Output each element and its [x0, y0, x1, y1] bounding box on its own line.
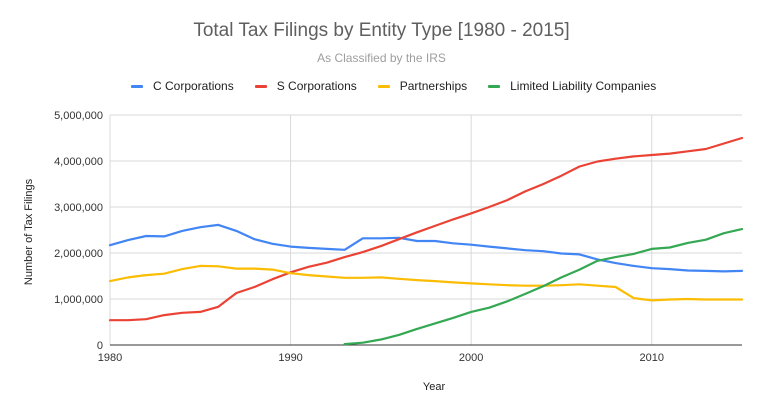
- legend-label: Limited Liability Companies: [510, 79, 657, 93]
- y-tick-label: 0: [97, 340, 103, 352]
- legend-item-s-corporations[interactable]: S Corporations: [254, 79, 357, 93]
- x-tick-label: 1990: [278, 352, 302, 364]
- legend-swatch: [377, 84, 390, 88]
- x-axis-title: Year: [423, 381, 446, 393]
- series-lines: [108, 136, 744, 346]
- y-tick-label: 3,000,000: [54, 202, 103, 214]
- y-tick-label: 2,000,000: [54, 248, 103, 260]
- y-tick-label: 5,000,000: [54, 110, 103, 122]
- legend-item-partnerships[interactable]: Partnerships: [377, 79, 468, 93]
- x-axis-ticks: 1980 1990 2000 2010: [98, 352, 664, 364]
- legend-label: C Corporations: [153, 79, 234, 93]
- legend-label: S Corporations: [276, 79, 357, 93]
- y-tick-label: 4,000,000: [54, 156, 103, 168]
- chart-subtitle: As Classified by the IRS: [317, 51, 446, 65]
- legend-swatch: [131, 84, 143, 88]
- series-line-limited-liability-companies[interactable]: [343, 228, 744, 346]
- y-axis-ticks: 0 1,000,000 2,000,000 3,000,000 4,000,000 5,0…: [54, 110, 103, 352]
- legend: C Corporations S Corporations Partnershi…: [131, 79, 677, 93]
- series-line-s-corporations[interactable]: [108, 136, 744, 322]
- x-tick-label: 2000: [459, 352, 483, 364]
- series-line-partnerships[interactable]: [108, 264, 744, 302]
- legend-label: Partnerships: [399, 79, 468, 93]
- chart-title: Total Tax Filings by Entity Type [1980 -…: [193, 20, 570, 41]
- y-tick-label: 1,000,000: [54, 294, 103, 306]
- y-axis-title: Number of Tax Filings: [23, 178, 35, 285]
- x-tick-label: 1980: [98, 352, 122, 364]
- legend-item-c-corporations[interactable]: C Corporations: [131, 79, 234, 93]
- legend-item-llc[interactable]: Limited Liability Companies: [488, 79, 656, 93]
- legend-swatch: [254, 84, 267, 88]
- series-line-c-corporations[interactable]: [108, 223, 744, 273]
- x-tick-label: 2010: [639, 352, 663, 364]
- legend-swatch: [488, 84, 501, 88]
